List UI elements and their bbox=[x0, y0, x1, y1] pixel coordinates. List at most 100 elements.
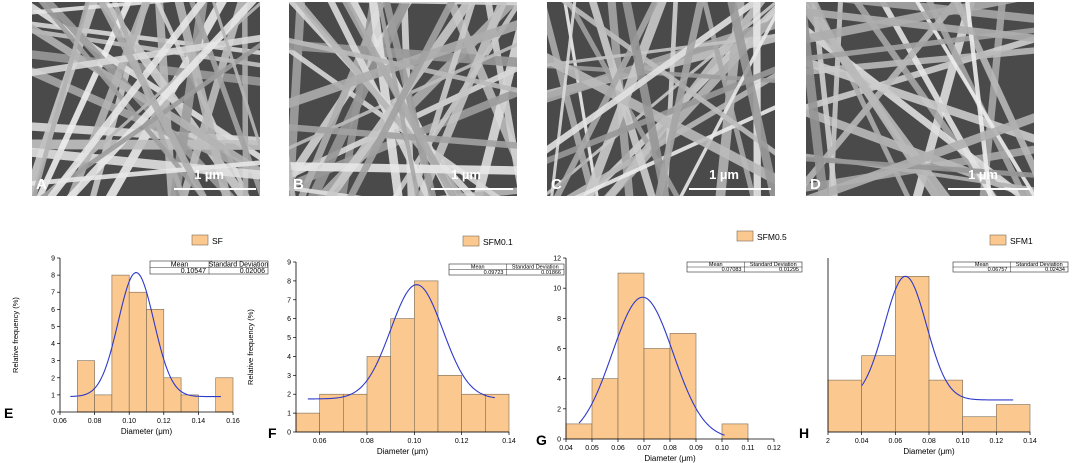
x-tick-label: 0.12 bbox=[767, 445, 781, 452]
gaussian-fit-curve bbox=[861, 275, 1014, 401]
sem-panel-letter: B bbox=[293, 176, 304, 193]
fiber bbox=[32, 21, 260, 55]
x-axis-label: Diameter (μm) bbox=[644, 454, 696, 463]
y-tick-label: 2 bbox=[557, 406, 561, 413]
histogram-bar bbox=[827, 379, 862, 433]
histogram-bar bbox=[996, 404, 1031, 433]
histogram-bar bbox=[485, 393, 510, 433]
histogram-bar bbox=[414, 280, 439, 433]
stats-mean-header: Mean bbox=[975, 262, 989, 268]
x-tick-label: 0.08 bbox=[88, 418, 102, 425]
stats-mean-value: 0.09723 bbox=[484, 270, 504, 276]
x-tick-label: 0.10 bbox=[956, 438, 970, 445]
histogram-bar bbox=[643, 348, 671, 440]
y-tick-label: 7 bbox=[287, 297, 291, 304]
stats-mean-value: 0.10547 bbox=[181, 268, 206, 275]
y-tick-label: 10 bbox=[553, 286, 561, 293]
histogram-bar bbox=[928, 379, 963, 433]
fiber bbox=[289, 20, 517, 109]
panel-letter: E bbox=[4, 405, 13, 421]
fiber bbox=[679, 13, 775, 196]
fiber bbox=[38, 2, 206, 196]
fiber bbox=[806, 8, 1034, 42]
fiber bbox=[32, 2, 91, 196]
fiber bbox=[32, 23, 260, 176]
sem-image-a: A 1 µm bbox=[32, 2, 260, 196]
scale-bar bbox=[174, 188, 256, 190]
scale-bar-label: 1 µm bbox=[968, 167, 998, 182]
panel-letter: G bbox=[536, 432, 547, 448]
fiber bbox=[32, 139, 260, 150]
fiber bbox=[547, 52, 775, 185]
scale-bar-label: 1 µm bbox=[451, 167, 481, 182]
y-tick-label: 0 bbox=[557, 437, 561, 444]
y-tick-label: 2 bbox=[51, 375, 55, 382]
fiber bbox=[547, 19, 775, 103]
fiber bbox=[289, 185, 363, 196]
legend-swatch bbox=[989, 234, 1007, 246]
x-tick-label: 0.09 bbox=[689, 445, 703, 452]
gaussian-fit-curve bbox=[307, 284, 495, 400]
legend-swatch bbox=[462, 235, 480, 247]
x-tick-label: 0.12 bbox=[157, 418, 171, 425]
sem-micrograph bbox=[806, 2, 1034, 196]
x-tick-label: 0.06 bbox=[313, 438, 327, 445]
y-tick-label: 8 bbox=[51, 273, 55, 280]
histogram-bar bbox=[861, 355, 896, 433]
legend-swatch bbox=[736, 230, 754, 242]
scale-bar bbox=[948, 188, 1030, 190]
x-tick-label: 0.14 bbox=[192, 418, 206, 425]
fiber bbox=[32, 147, 260, 180]
fiber bbox=[347, 2, 456, 196]
y-tick-label: 4 bbox=[557, 376, 561, 383]
legend-label: SFM0.5 bbox=[757, 232, 787, 242]
fiber bbox=[307, 2, 411, 196]
histogram-bar bbox=[437, 375, 462, 433]
x-tick-label: 0.06 bbox=[611, 445, 625, 452]
histogram-e: 0.06 0.08 0.10 0.12 0.14 0.16 0 1 2 3 4 5 6 7 8 9 Diamet… bbox=[4, 234, 268, 436]
histogram-bar bbox=[215, 377, 234, 413]
y-tick-label: 6 bbox=[287, 316, 291, 323]
sem-image-row: A 1 µm B 1 µm C 1 µm D 1 µm bbox=[0, 0, 1072, 200]
stats-sd-header: Standard Deviation bbox=[512, 265, 559, 271]
panel-letter: H bbox=[799, 425, 809, 441]
histogram-bar bbox=[895, 276, 930, 433]
y-axis-label: Relative frequency (%) bbox=[246, 309, 255, 385]
sem-panel-letter: A bbox=[36, 176, 47, 193]
x-axis-label: Diameter (μm) bbox=[121, 427, 173, 436]
fiber bbox=[289, 153, 296, 196]
fiber bbox=[547, 7, 596, 196]
x-tick-label: 0.10 bbox=[122, 418, 136, 425]
stats-sd-header: Standard Deviation bbox=[750, 262, 797, 268]
y-tick-label: 2 bbox=[287, 392, 291, 399]
sem-micrograph bbox=[289, 2, 517, 196]
x-tick-label: 0.05 bbox=[585, 445, 599, 452]
histogram-h: 2 0.04 0.06 0.08 0.10 0.12 0.14 Diameter (μm) H S… bbox=[799, 234, 1069, 456]
y-tick-label: 0 bbox=[287, 430, 291, 437]
histogram-bar bbox=[163, 377, 182, 413]
x-tick-label: 0.07 bbox=[637, 445, 651, 452]
x-tick-label: 2 bbox=[826, 438, 830, 445]
fiber bbox=[915, 2, 1034, 196]
fiber bbox=[32, 160, 260, 186]
x-tick-label: 0.04 bbox=[855, 438, 869, 445]
fiber bbox=[655, 2, 705, 196]
fiber bbox=[97, 2, 207, 196]
x-tick-label: 0.14 bbox=[1023, 438, 1037, 445]
y-tick-label: 7 bbox=[51, 290, 55, 297]
fiber bbox=[409, 2, 476, 196]
fiber bbox=[32, 34, 260, 76]
fiber bbox=[806, 2, 1018, 44]
fiber bbox=[806, 156, 1034, 178]
x-tick-label: 0.06 bbox=[53, 418, 67, 425]
stats-sd-value: 0.01866 bbox=[541, 270, 561, 276]
scale-bar-label: 1 µm bbox=[194, 167, 224, 182]
stats-mean-header: Mean bbox=[471, 265, 485, 271]
y-tick-label: 8 bbox=[557, 316, 561, 323]
fiber bbox=[806, 113, 1034, 196]
sem-panel-letter: D bbox=[810, 176, 821, 193]
fiber bbox=[702, 2, 756, 196]
fiber bbox=[547, 2, 761, 154]
x-tick-label: 0.12 bbox=[990, 438, 1004, 445]
